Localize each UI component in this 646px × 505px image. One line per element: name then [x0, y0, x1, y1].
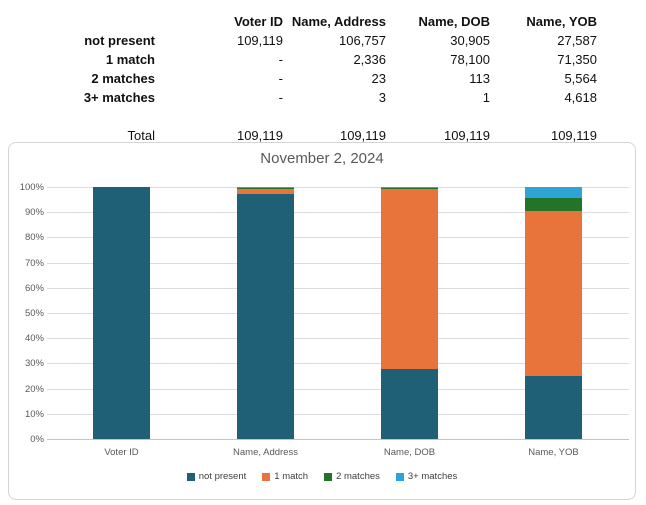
table-value: 113 — [469, 71, 490, 86]
gridline — [47, 263, 629, 264]
table-value: 3 — [378, 90, 386, 105]
row-label: not present — [84, 33, 155, 48]
bar-segment-not-present — [237, 194, 294, 439]
row-label: 1 match — [105, 52, 155, 67]
y-tick-label: 10% — [24, 409, 44, 420]
bar-segment-not-present — [93, 187, 150, 439]
x-axis-label: Voter ID — [104, 447, 139, 458]
x-axis-label: Name, Address — [233, 447, 298, 458]
bar-segment-not-present — [381, 369, 438, 439]
row-label: 2 matches — [91, 71, 155, 86]
gridline — [47, 237, 629, 238]
y-tick-label: 0% — [30, 434, 44, 445]
y-tick-label: 80% — [24, 232, 44, 243]
legend-swatch-icon — [395, 472, 404, 481]
table-value: 27,587 — [557, 33, 597, 48]
table-value: 23 — [371, 71, 386, 86]
x-axis-label: Name, YOB — [528, 447, 579, 458]
chart-legend: not present 1 match 2 matches 3+ matches — [9, 471, 635, 482]
stacked-bar-chart: November 2, 2024 100% 90% 80% 70% 60% 50% 40% 3… — [8, 142, 636, 500]
legend-swatch-icon — [262, 472, 271, 481]
y-tick-label: 60% — [24, 283, 44, 294]
stacked-bar-name-dob — [381, 187, 438, 439]
gridline — [47, 288, 629, 289]
table-value: 106,757 — [339, 33, 386, 48]
legend-label: 2 matches — [336, 471, 380, 482]
total-value: 109,119 — [443, 128, 490, 143]
row-label: 3+ matches — [83, 90, 155, 105]
total-value: 109,119 — [550, 128, 597, 143]
table-value: - — [278, 71, 283, 86]
table-value: 1 — [482, 90, 490, 105]
gridline — [47, 338, 629, 339]
table-value: - — [278, 90, 283, 105]
gridline — [47, 187, 629, 188]
legend-swatch-icon — [186, 472, 195, 481]
bar-segment-3-matches — [381, 187, 438, 188]
y-tick-label: 100% — [19, 182, 44, 193]
legend-label: not present — [198, 471, 247, 482]
corner-cell — [0, 12, 155, 31]
bar-segment-not-present — [525, 376, 582, 439]
y-tick-label: 90% — [24, 207, 44, 218]
bar-segment-3-matches — [237, 187, 294, 188]
stacked-bar-name-address — [237, 187, 294, 439]
table-value: 78,100 — [450, 52, 490, 67]
legend-item-2-matches: 2 matches — [324, 471, 380, 482]
gridline — [47, 212, 629, 213]
table-value: 5,564 — [564, 71, 597, 86]
stacked-bar-name-yob — [525, 187, 582, 439]
bar-segment-1-match — [237, 189, 294, 194]
total-value: 109,119 — [339, 128, 386, 143]
match-counts-table: Voter ID Name, Address Name, DOB Name, Y… — [0, 12, 600, 145]
bar-segment-2-matches — [381, 188, 438, 189]
column-header: Voter ID — [234, 14, 283, 29]
legend-label: 3+ matches — [407, 471, 458, 482]
legend-item-not-present: not present — [186, 471, 247, 482]
table-value: 4,618 — [564, 90, 597, 105]
table-value: - — [278, 52, 283, 67]
bar-segment-2-matches — [237, 188, 294, 189]
table-spacer — [0, 107, 597, 113]
y-tick-label: 20% — [24, 384, 44, 395]
bar-segment-2-matches — [525, 198, 582, 211]
total-value: 109,119 — [236, 128, 283, 143]
column-header: Name, DOB — [418, 14, 490, 29]
table-value: 30,905 — [450, 33, 490, 48]
gridline — [47, 363, 629, 364]
table-value: 71,350 — [557, 52, 597, 67]
bar-segment-3-matches — [525, 187, 582, 198]
y-tick-label: 30% — [24, 358, 44, 369]
column-header: Name, Address — [291, 14, 386, 29]
bar-segment-1-match — [525, 211, 582, 376]
y-tick-label: 70% — [24, 258, 44, 269]
plot-area: 100% 90% 80% 70% 60% 50% 40% 30% 20% 10% 0% — [20, 182, 629, 445]
y-tick-label: 40% — [24, 333, 44, 344]
stacked-bar-voter-id — [93, 187, 150, 439]
column-header: Name, YOB — [526, 14, 597, 29]
x-axis-line — [47, 439, 629, 440]
legend-swatch-icon — [324, 472, 333, 481]
total-label: Total — [127, 128, 155, 143]
y-tick-label: 50% — [24, 308, 44, 319]
gridline — [47, 389, 629, 390]
legend-item-3-matches: 3+ matches — [395, 471, 458, 482]
legend-label: 1 match — [274, 471, 309, 482]
table-value: 109,119 — [236, 33, 283, 48]
table-value: 2,336 — [353, 52, 386, 67]
gridline — [47, 414, 629, 415]
bar-segment-1-match — [381, 189, 438, 369]
chart-title: November 2, 2024 — [260, 150, 384, 167]
legend-item-1-match: 1 match — [262, 471, 308, 482]
gridline — [47, 313, 629, 314]
x-axis-label: Name, DOB — [383, 447, 436, 458]
